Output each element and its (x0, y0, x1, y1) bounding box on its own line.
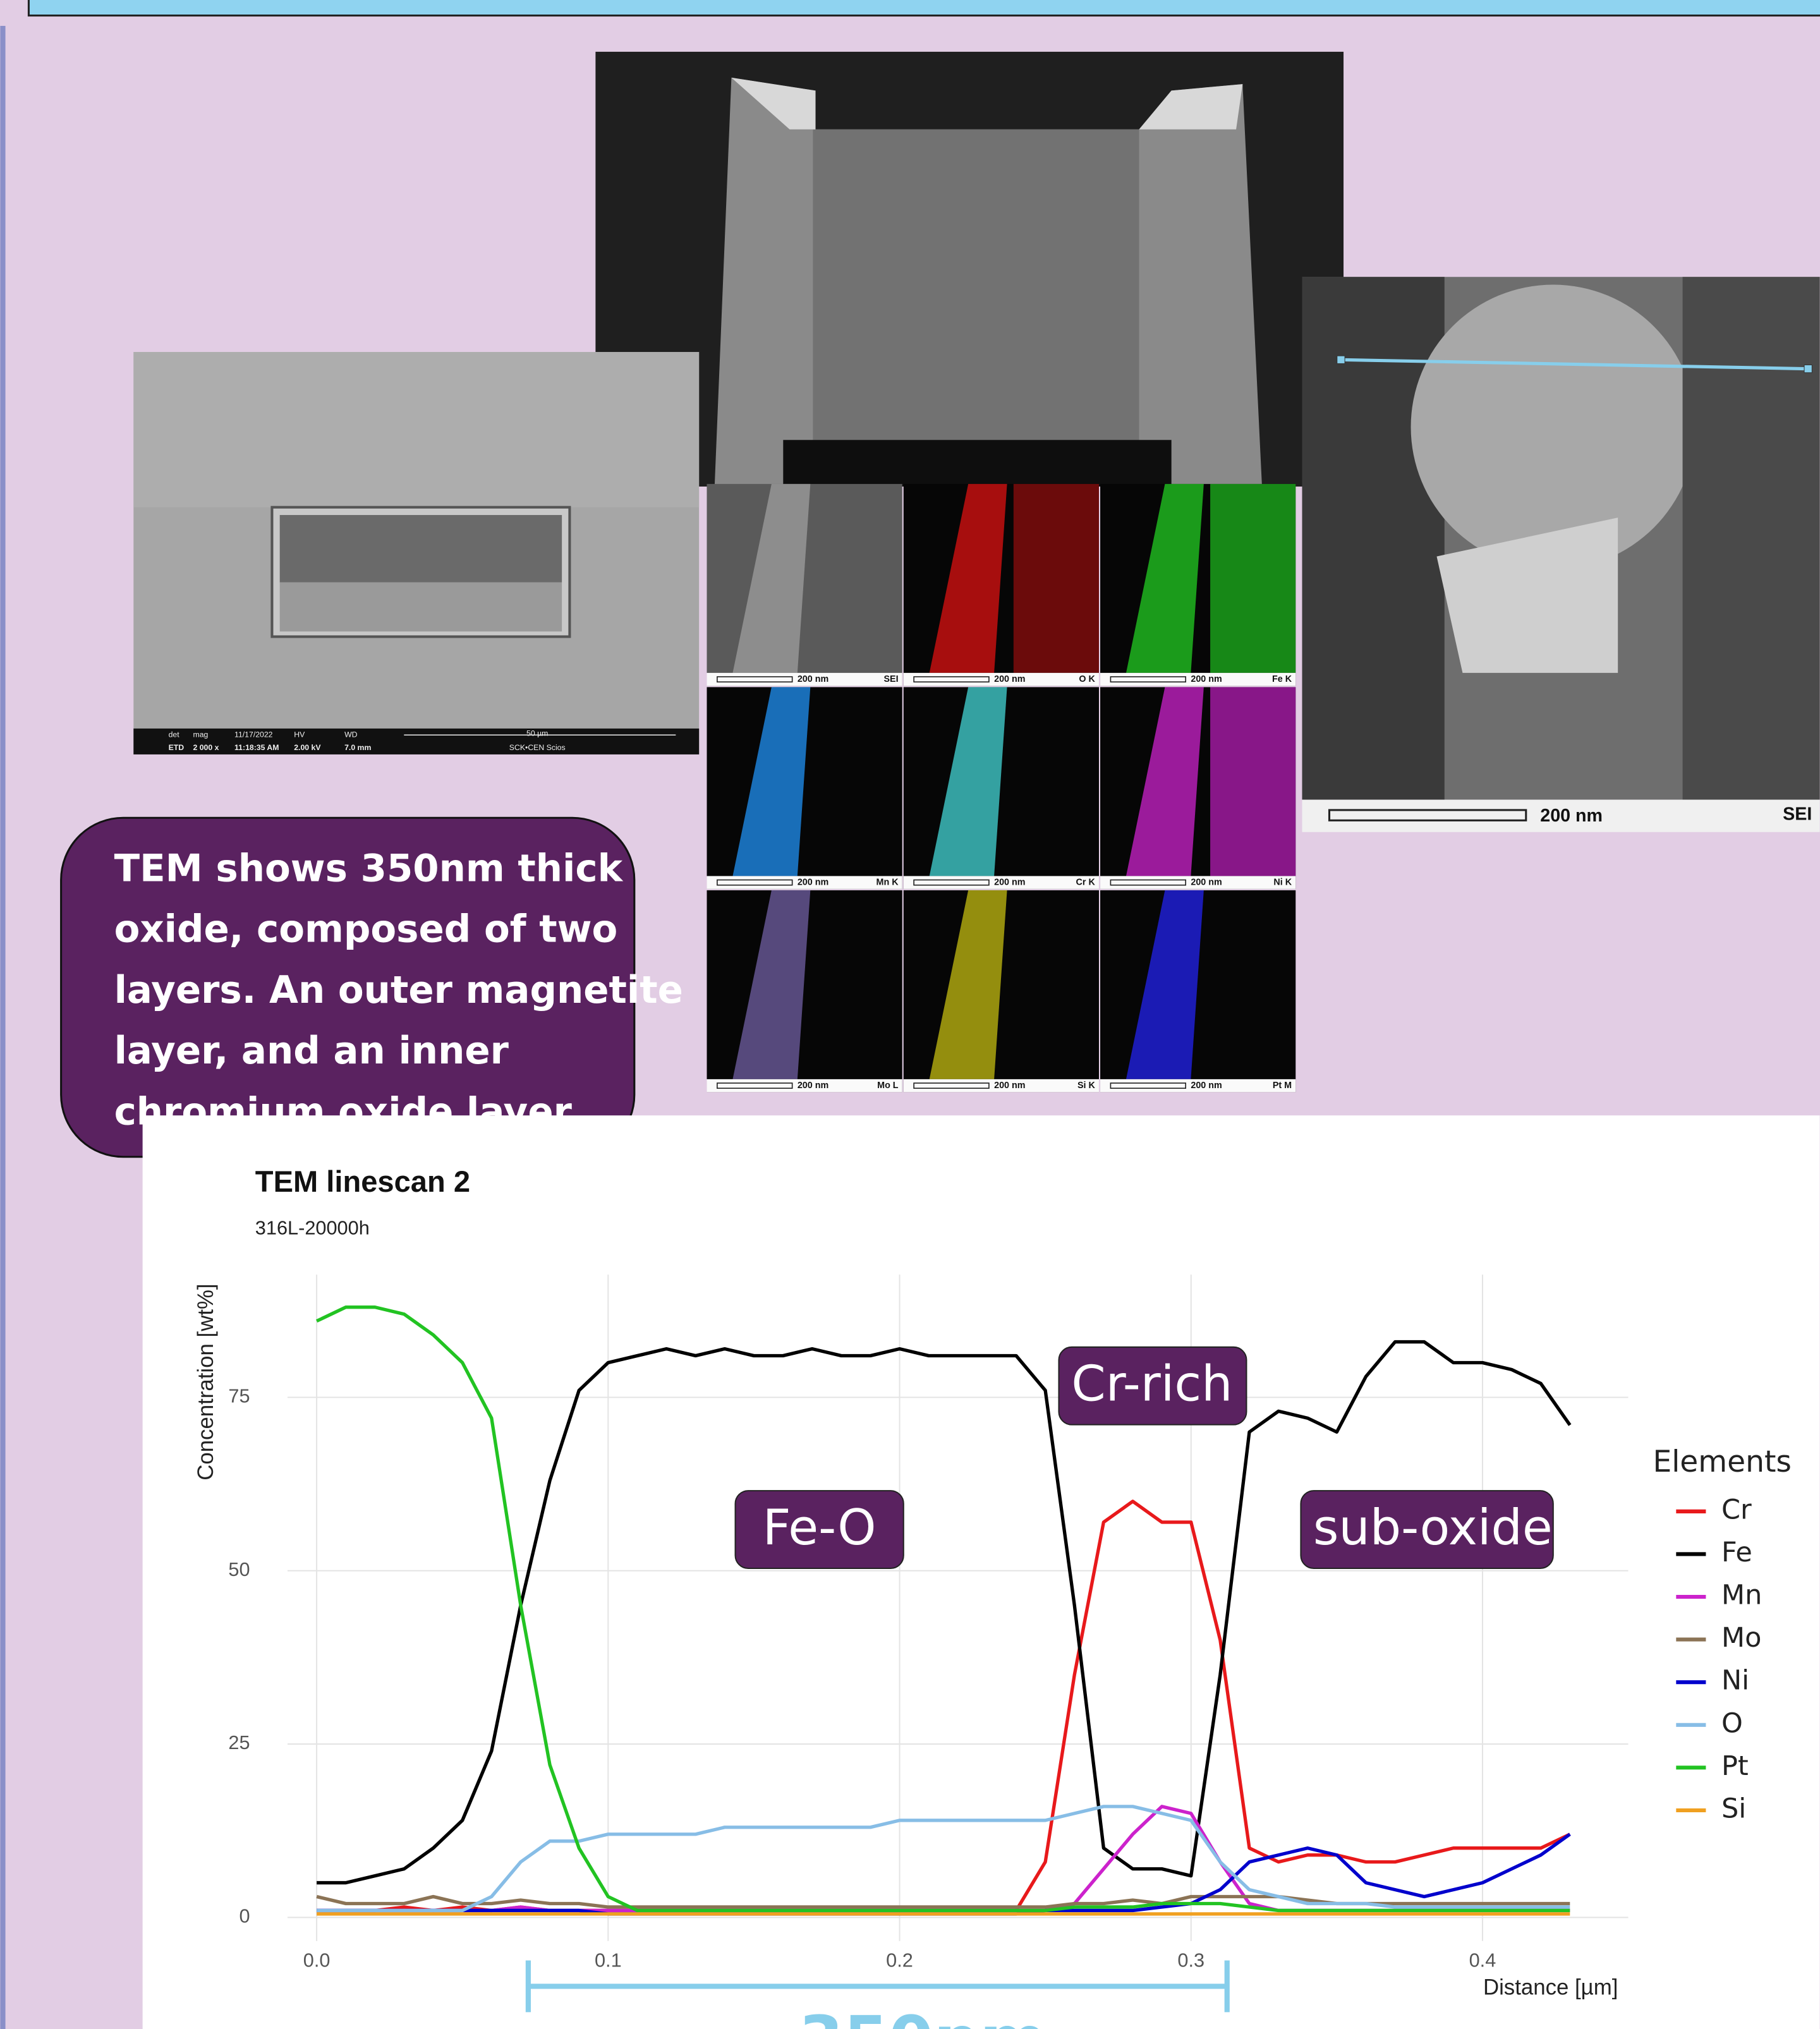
eds-scale: 200 nm (1191, 674, 1222, 684)
eds-maps: 200 nm SEI 200 nm O K 200 nm Fe K 200 nm Mn K 20… (707, 484, 1295, 1092)
sem-info: WD (344, 730, 358, 739)
sem-info: 50 µm (526, 729, 548, 737)
legend-label: Pt (1721, 1750, 1749, 1782)
sem-info: 11/17/2022 (234, 730, 273, 739)
y-tick-label: 0 (240, 1905, 250, 1927)
eds-signal (1014, 484, 1099, 673)
eds-label: SEI (883, 674, 898, 684)
eds-scale: 200 nm (994, 1081, 1025, 1091)
sem-info: 11:18:35 AM (234, 743, 279, 752)
sem-info: ETD (169, 743, 185, 752)
eds-signal (1210, 687, 1295, 876)
y-tick-label: 25 (228, 1731, 250, 1753)
text-box-line: layer, and an inner (114, 1029, 509, 1073)
chart-panel (143, 1115, 1820, 2029)
chart-subtitle: 316L-20000h (255, 1217, 370, 1239)
annotation: ~350nm (744, 2002, 1047, 2029)
eds-scale: 200 nm (798, 877, 828, 887)
text-box-line: TEM shows 350nm thick (114, 847, 624, 890)
eds-label: Fe K (1272, 674, 1292, 684)
annotation: sub-oxide (1313, 1499, 1553, 1556)
tem-label: SEI (1783, 804, 1812, 825)
text-box-line: oxide, composed of two (114, 908, 618, 952)
legend-label: Ni (1721, 1665, 1749, 1697)
poster: det mag 11/17/2022 HV WD ETD 2 000 x 11:18:35 A… (0, 0, 1820, 2029)
annotation: Cr-rich (1071, 1356, 1232, 1413)
eds-label: Pt M (1273, 1081, 1292, 1091)
eds-scale: 200 nm (798, 1081, 828, 1091)
legend-label: Si (1721, 1793, 1746, 1824)
sem-info: 7.0 mm (344, 743, 371, 752)
x-axis-label: Distance [µm] (1483, 1975, 1618, 2000)
x-tick-label: 0.3 (1177, 1949, 1204, 1971)
chart-title: TEM linescan 2 (255, 1165, 470, 1198)
eds-scale: 200 nm (994, 877, 1025, 887)
legend-label: Fe (1721, 1537, 1752, 1568)
tem-image (1302, 277, 1819, 832)
text-box-line: layers. An outer magnetite (114, 969, 683, 1012)
tem-scale: 200 nm (1540, 806, 1603, 826)
sem-info: 2.00 kV (294, 743, 321, 752)
fib-image (595, 52, 1344, 487)
legend-title: Elements (1653, 1445, 1792, 1479)
eds-signal (1210, 484, 1295, 673)
eds-scale: 200 nm (994, 674, 1025, 684)
eds-scale: 200 nm (1191, 1081, 1222, 1091)
x-tick-label: 0.1 (595, 1949, 622, 1971)
eds-label: Mn K (877, 877, 899, 887)
page: det mag 11/17/2022 HV WD ETD 2 000 x 11:18:35 A… (0, 0, 1820, 2029)
eds-label: Cr K (1076, 877, 1096, 887)
legend-label: Cr (1721, 1494, 1752, 1525)
annotation: Fe-O (763, 1499, 877, 1556)
sem-info: HV (294, 730, 305, 739)
sem-image (133, 352, 699, 754)
y-tick-label: 50 (228, 1558, 250, 1580)
banner (28, 0, 1820, 16)
eds-label: O K (1079, 674, 1095, 684)
legend-label: O (1721, 1707, 1743, 1739)
y-axis-label: Concentration [wt%] (193, 1283, 218, 1480)
eds-label: Ni K (1273, 877, 1292, 887)
x-tick-label: 0.2 (886, 1949, 913, 1971)
eds-scale: 200 nm (798, 674, 828, 684)
legend-label: Mn (1721, 1580, 1762, 1611)
sem-info: mag (193, 730, 209, 739)
legend-label: Mo (1721, 1622, 1761, 1654)
sem-info: 2 000 x (193, 743, 219, 752)
eds-label: Si K (1077, 1081, 1096, 1091)
sem-info: det (169, 730, 180, 739)
side-bar (0, 26, 5, 2029)
x-tick-label: 0.0 (303, 1949, 331, 1971)
eds-scale: 200 nm (1191, 877, 1222, 887)
y-tick-label: 75 (228, 1384, 250, 1407)
x-tick-label: 0.4 (1469, 1949, 1496, 1971)
sem-info: SCK•CEN Scios (509, 743, 566, 752)
eds-label: Mo L (877, 1081, 899, 1091)
